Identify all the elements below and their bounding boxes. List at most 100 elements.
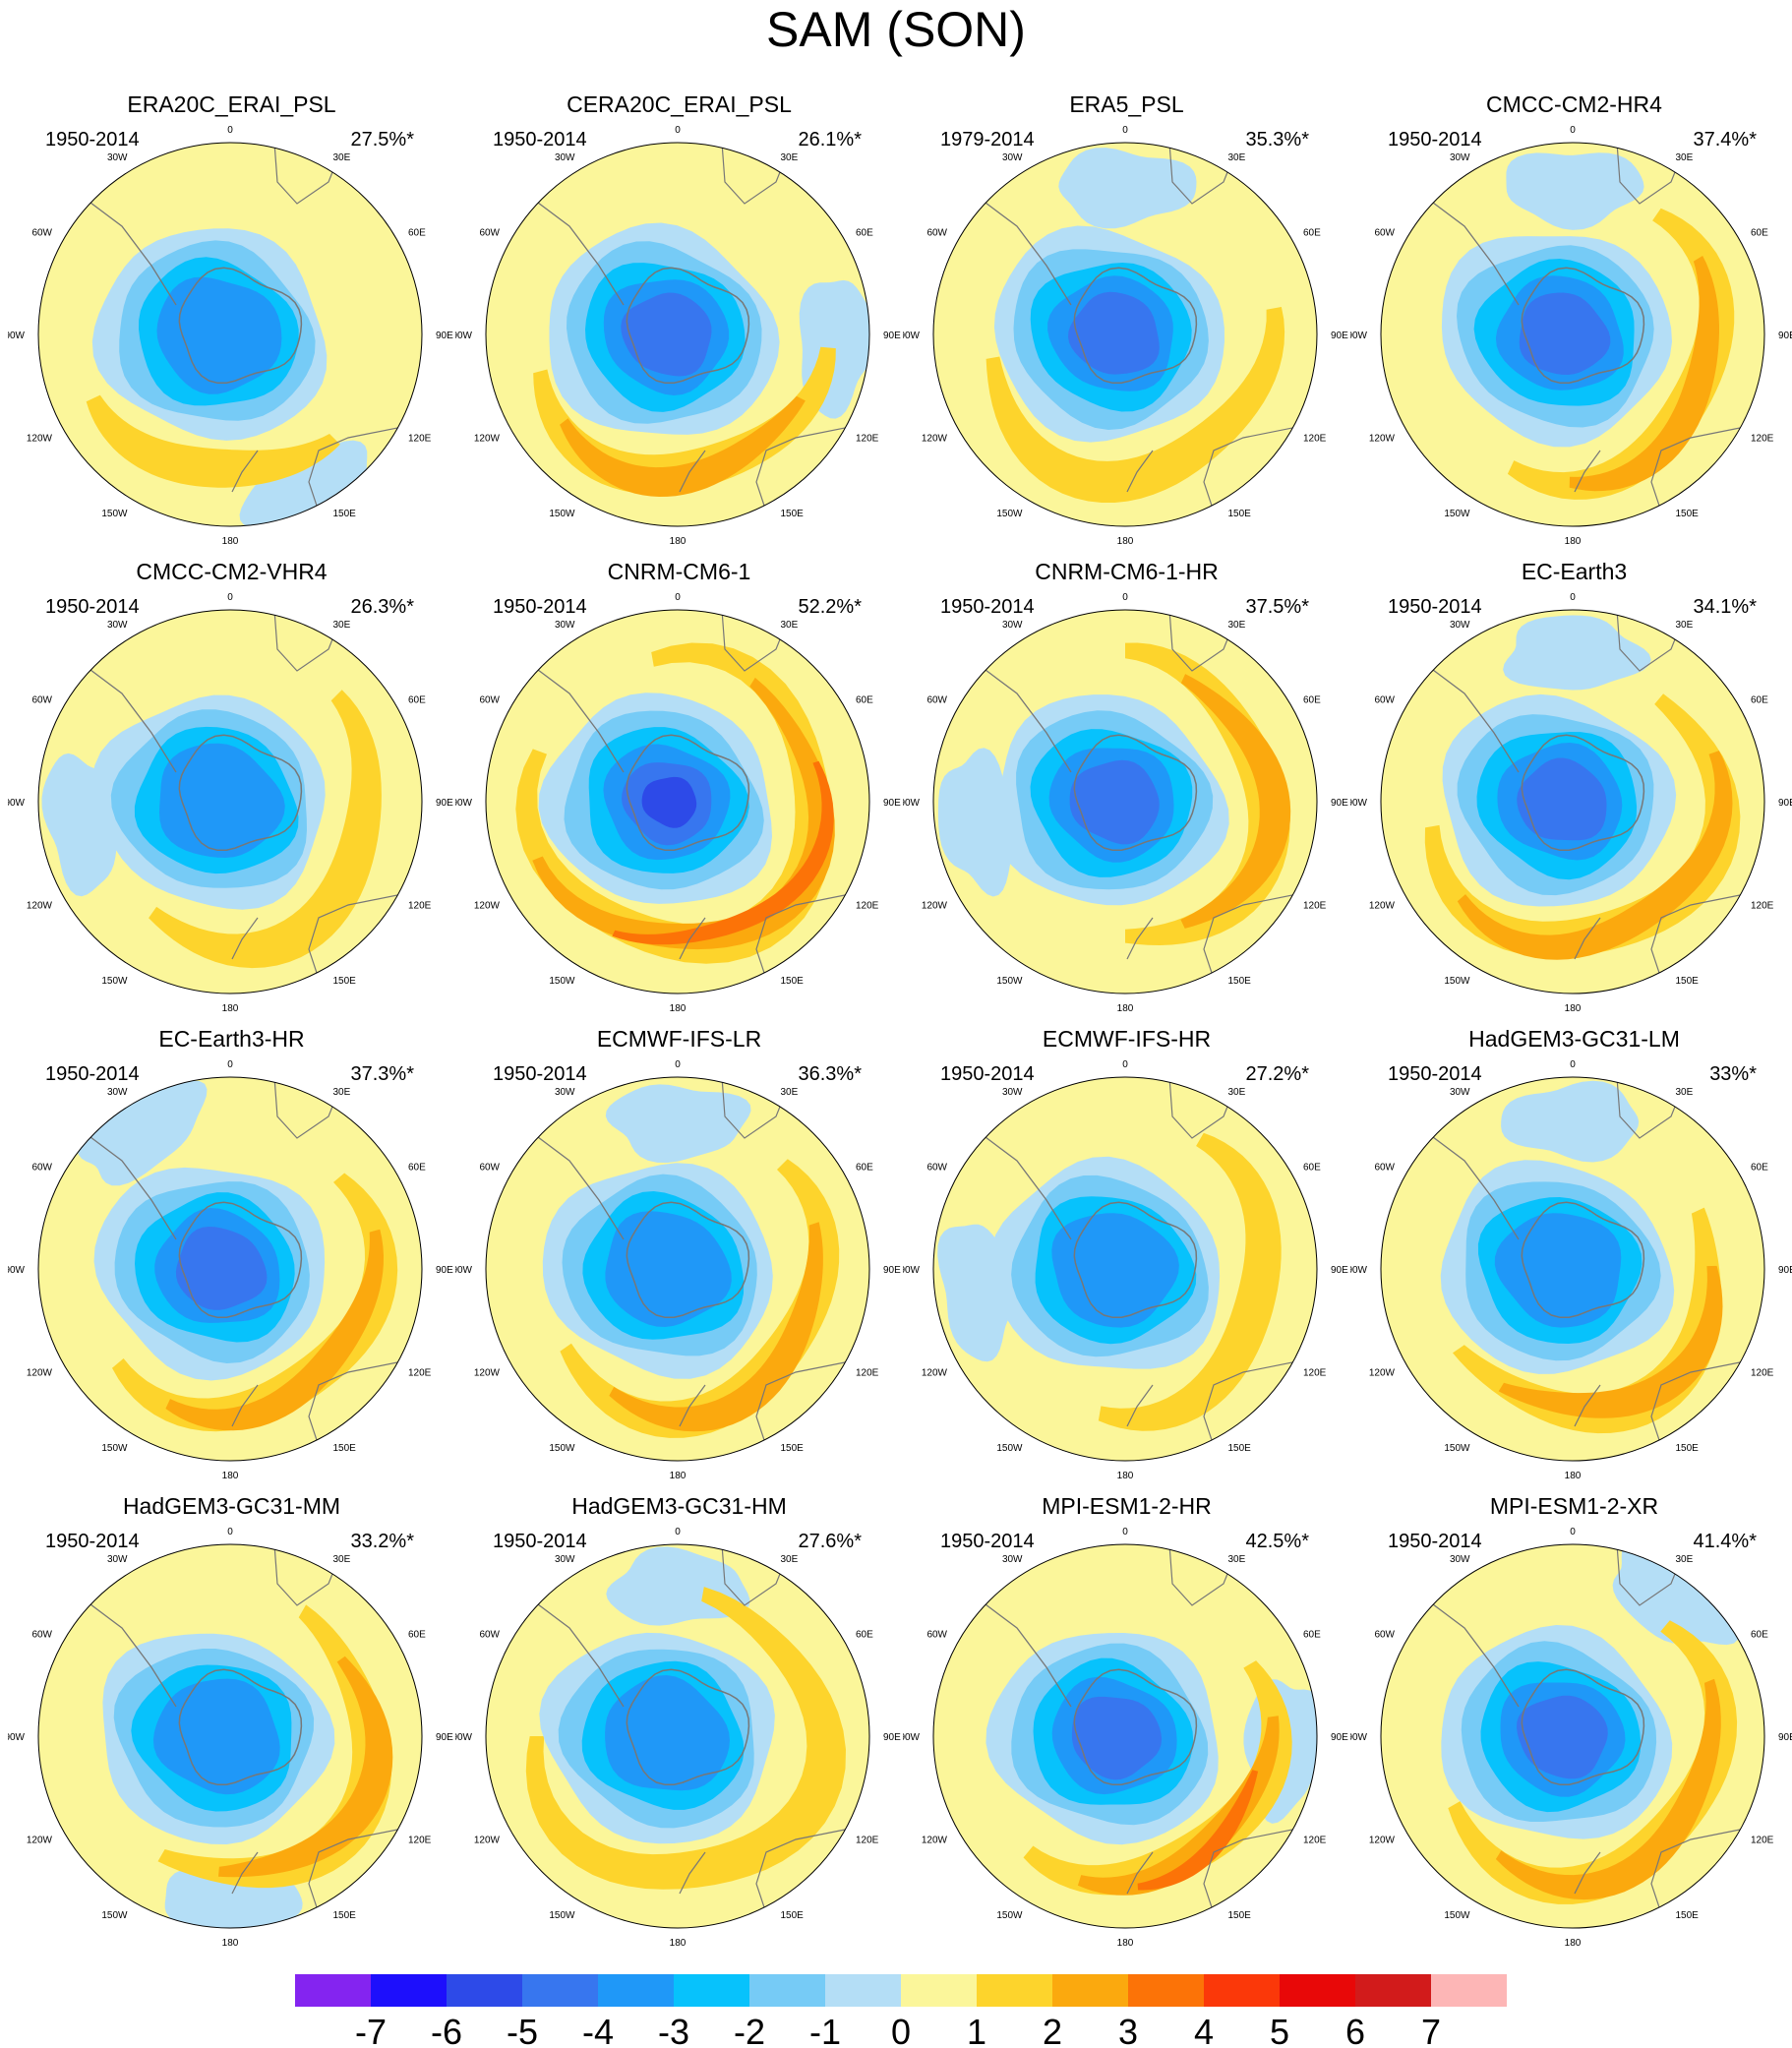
south-america-coastline [529, 196, 625, 306]
longitude-label: 90W [455, 1732, 473, 1743]
map-panel: 0 30E 60E 90E 120E 150E 180 150W 120W 90W 60W 30W CM… [1350, 90, 1792, 553]
panel-explained-variance: 27.2%* [1245, 1063, 1310, 1085]
australia-coastline [755, 1824, 869, 1928]
longitude-label: 0 [1122, 125, 1128, 136]
polar-map: 0 30E 60E 90E 120E 150E 180 150W 120W 90W 60W 30W [455, 592, 901, 1014]
colorbar-tick-label: -3 [658, 2012, 689, 2048]
australia-coastline [308, 1356, 422, 1461]
longitude-label: 90E [436, 331, 453, 341]
longitude-label: 120W [27, 1368, 53, 1379]
positive-anomaly-band [1137, 1770, 1259, 1891]
colorbar-swatch [1052, 1974, 1128, 2007]
negative-anomaly-level [641, 776, 697, 828]
colorbar-tick-label: 5 [1270, 2012, 1289, 2048]
longitude-label: 150W [101, 509, 128, 519]
negative-anomaly-level [1519, 292, 1611, 375]
longitude-label: 90W [1350, 1265, 1368, 1276]
contour-field [1381, 1077, 1764, 1461]
positive-anomaly-band [1457, 751, 1733, 960]
longitude-label: 90E [436, 1732, 453, 1743]
longitude-label: 0 [1570, 1527, 1576, 1537]
longitude-label: 180 [222, 1471, 239, 1481]
negative-anomaly-region [1058, 148, 1197, 229]
panel-title: CERA20C_ERAI_PSL [567, 91, 792, 117]
longitude-label: 60W [1374, 228, 1395, 239]
south-america-coastline [1424, 663, 1520, 773]
longitude-label: 30E [1676, 152, 1694, 163]
australia-coastline [1203, 1356, 1317, 1461]
negative-anomaly-level [159, 743, 285, 858]
new-zealand-coastline [1574, 450, 1601, 493]
longitude-label: 0 [675, 1527, 681, 1537]
positive-anomaly-band [612, 760, 834, 945]
polar-map: 0 30E 60E 90E 120E 150E 180 150W 120W 90W 60W 30W [903, 592, 1348, 1014]
panel-title: HadGEM3-GC31-MM [122, 1493, 341, 1519]
longitude-label: 180 [222, 1003, 239, 1014]
colorbar-swatch [825, 1974, 901, 2007]
contour-field [933, 610, 1317, 994]
longitude-label: 60W [31, 228, 52, 239]
longitude-label: 90E [883, 798, 901, 809]
longitude-label: 120W [1369, 901, 1396, 912]
longitude-label: 30W [1002, 152, 1023, 163]
colorbar-swatch [371, 1974, 447, 2007]
panel-period: 1950-2014 [1388, 596, 1482, 618]
map-panel: 0 30E 60E 90E 120E 150E 180 150W 120W 90W 60W 30W ER… [8, 90, 455, 553]
longitude-label: 0 [227, 125, 233, 136]
longitude-label: 60E [1303, 228, 1321, 239]
longitude-label: 30W [555, 620, 575, 631]
longitude-label: 90W [8, 798, 26, 809]
colorbar-swatch [1280, 1974, 1355, 2007]
new-zealand-coastline [231, 1384, 259, 1427]
colorbar-swatch [674, 1974, 749, 2007]
colorbar-swatch [522, 1974, 598, 2007]
longitude-label: 180 [670, 1471, 687, 1481]
panel-explained-variance: 35.3%* [1245, 129, 1310, 151]
longitude-label: 60E [408, 695, 426, 706]
map-panel: 0 30E 60E 90E 120E 150E 180 150W 120W 90W 60W 30W Ha… [1350, 1025, 1792, 1487]
new-zealand-coastline [1574, 1384, 1601, 1427]
map-boundary [37, 1543, 423, 1929]
map-boundary [485, 142, 870, 527]
longitude-label: 60E [1303, 1630, 1321, 1641]
longitude-label: 180 [1117, 1471, 1134, 1481]
contour-field [38, 1544, 422, 1928]
antarctica-coastline [1521, 1201, 1645, 1319]
colorbar-tick-label: -6 [431, 2012, 462, 2048]
longitude-label: 30E [333, 1087, 351, 1098]
polar-map: 0 30E 60E 90E 120E 150E 180 150W 120W 90W 60W 30W [8, 125, 453, 547]
longitude-label: 60E [408, 1630, 426, 1641]
new-zealand-coastline [231, 917, 259, 960]
positive-anomaly-band [86, 394, 340, 488]
longitude-label: 90E [1331, 331, 1348, 341]
australia-coastline [755, 422, 869, 526]
contour-field [38, 1077, 422, 1461]
longitude-label: 30W [1002, 620, 1023, 631]
longitude-label: 150E [333, 1910, 357, 1921]
south-america-coastline [82, 1130, 177, 1240]
polar-map: 0 30E 60E 90E 120E 150E 180 150W 120W 90W 60W 30W [455, 125, 901, 547]
panel-explained-variance: 33%* [1709, 1063, 1757, 1085]
longitude-label: 150E [1676, 1910, 1700, 1921]
longitude-label: 60E [1751, 1163, 1768, 1174]
panel-title: CNRM-CM6-1 [607, 559, 751, 584]
panel-period: 1950-2014 [45, 1531, 140, 1552]
panel-title: ERA5_PSL [1069, 91, 1184, 117]
panel-period: 1950-2014 [493, 1063, 587, 1085]
longitude-label: 150E [1676, 1443, 1700, 1454]
longitude-label: 30E [333, 620, 351, 631]
longitude-label: 90W [1350, 798, 1368, 809]
longitude-label: 180 [1117, 1003, 1134, 1014]
longitude-label: 0 [675, 1059, 681, 1070]
longitude-label: 120W [1369, 1836, 1396, 1846]
negative-anomaly-region [1501, 1080, 1640, 1163]
longitude-label: 90W [903, 331, 921, 341]
map-boundary [932, 142, 1318, 527]
panel-title: MPI-ESM1-2-HR [1042, 1493, 1212, 1519]
longitude-label: 0 [1570, 592, 1576, 603]
longitude-label: 60E [1751, 695, 1768, 706]
south-america-coastline [977, 663, 1072, 773]
longitude-label: 120E [1303, 434, 1327, 445]
negative-anomaly-level [605, 1211, 732, 1327]
south-america-coastline [529, 1130, 625, 1240]
